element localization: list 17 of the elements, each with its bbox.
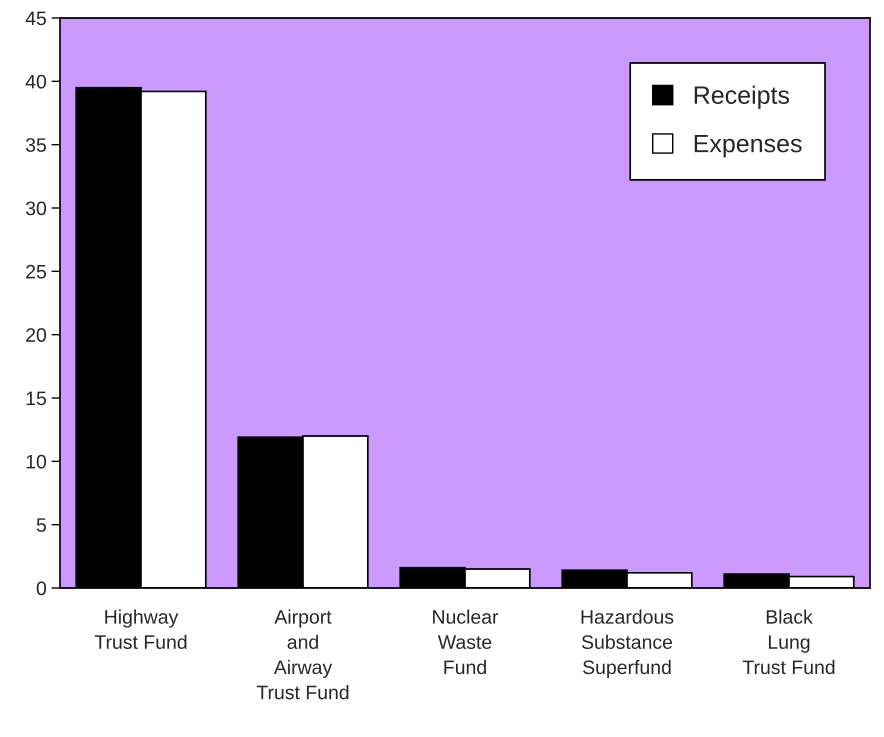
y-tick-label: 15 bbox=[26, 392, 46, 406]
x-tick-label: Nuclear Waste Fund bbox=[433, 610, 498, 674]
y-tick-label: 0 bbox=[36, 581, 46, 596]
x-tick-label: Airport and Airway Trust Fund bbox=[256, 610, 348, 700]
y-tick-label: 45 bbox=[26, 12, 46, 26]
y-tick-label: 40 bbox=[26, 74, 46, 89]
y-tick-label: 5 bbox=[36, 518, 46, 532]
legend-label: Receipts bbox=[694, 86, 790, 109]
x-tick-label: Highway Trust Fund bbox=[94, 610, 186, 649]
y-tick-label: 20 bbox=[26, 328, 46, 342]
y-tick-label: 35 bbox=[26, 138, 46, 152]
x-tick-label: Hazardous Substance Superfund bbox=[582, 610, 674, 678]
y-tick-label: 10 bbox=[26, 454, 46, 469]
legend-label: Expenses bbox=[694, 134, 802, 158]
y-tick-label: 25 bbox=[26, 264, 46, 279]
x-tick-label: Black Lung Trust Fund bbox=[742, 610, 834, 674]
y-tick-label: 30 bbox=[26, 201, 46, 216]
